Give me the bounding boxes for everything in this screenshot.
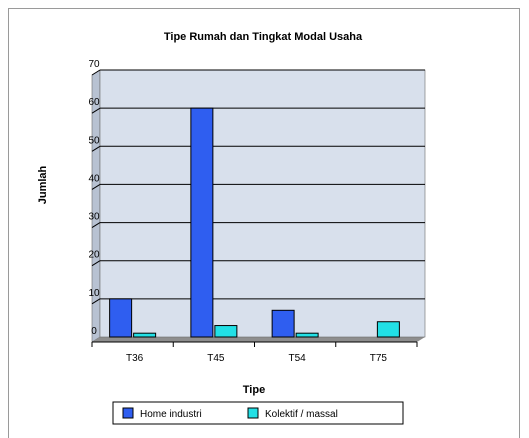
x-tick-label: T36 bbox=[126, 353, 144, 364]
bar-home-industri bbox=[271, 309, 295, 338]
y-tick-label: 50 bbox=[88, 135, 100, 146]
x-tick-label: T54 bbox=[289, 353, 307, 364]
gridline-side bbox=[91, 107, 101, 114]
x-tick-label: T45 bbox=[207, 353, 225, 364]
legend-label: Home industri bbox=[140, 409, 202, 420]
chart-title: Tipe Rumah dan Tingkat Modal Usaha bbox=[164, 31, 363, 43]
gridline-side bbox=[91, 145, 101, 152]
gridline-side bbox=[91, 69, 101, 76]
bar-home-industri bbox=[190, 107, 214, 338]
y-axis-title: Jumlah bbox=[37, 165, 49, 204]
y-tick-label: 10 bbox=[88, 288, 100, 299]
bar-kolektif-massal bbox=[214, 325, 238, 338]
gridline-side bbox=[91, 298, 101, 305]
x-tick-label: T75 bbox=[370, 353, 388, 364]
gridline-side bbox=[91, 184, 101, 190]
gridline-side bbox=[91, 260, 101, 267]
y-tick-label: 40 bbox=[88, 173, 100, 184]
bar-kolektif-massal bbox=[133, 332, 157, 338]
legend: Home industri Kolektif / massal bbox=[112, 401, 404, 425]
y-tick-label: 70 bbox=[88, 59, 100, 70]
y-tick-label: 20 bbox=[88, 250, 100, 261]
bar-home-industri bbox=[109, 298, 133, 338]
legend-swatch bbox=[247, 407, 259, 419]
bar-kolektif-massal bbox=[295, 332, 319, 338]
plot-background bbox=[99, 69, 426, 338]
legend-label: Kolektif / massal bbox=[265, 409, 338, 420]
y-tick-label: 0 bbox=[91, 326, 97, 337]
bar-kolektif-massal bbox=[376, 321, 400, 338]
gridline-side bbox=[91, 222, 101, 228]
y-tick-label: 60 bbox=[88, 97, 100, 108]
y-tick-label: 30 bbox=[88, 212, 100, 223]
x-axis-title: Tipe bbox=[243, 384, 265, 396]
plot-floor bbox=[92, 337, 425, 342]
legend-swatch bbox=[122, 407, 134, 419]
plot-area: 0 10 20 30 40 50 60 70 T36 T45 T54 T75 bbox=[88, 59, 426, 364]
